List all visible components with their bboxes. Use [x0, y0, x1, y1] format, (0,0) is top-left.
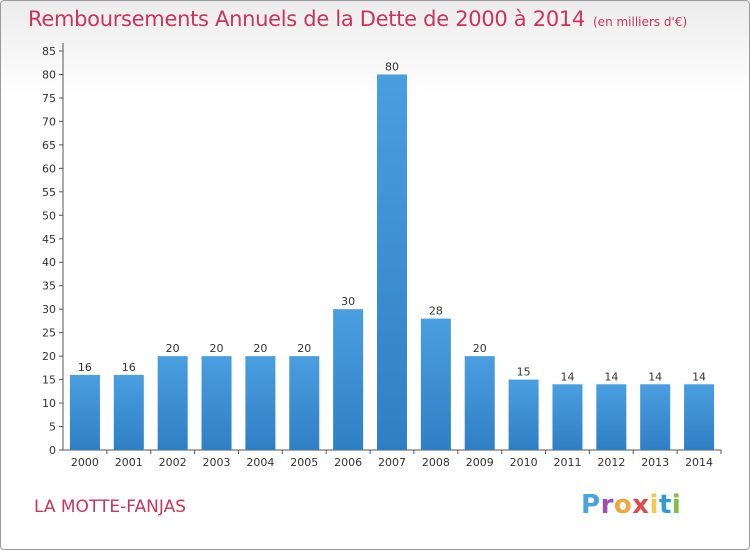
y-tick-label: 45	[42, 233, 56, 246]
title-text: Remboursements Annuels de la Dette de 20…	[28, 7, 585, 31]
data-label: 20	[473, 342, 487, 355]
commune-name: LA MOTTE-FANJAS	[34, 497, 186, 517]
y-tick-label: 50	[42, 209, 56, 222]
bar	[508, 379, 539, 450]
data-label: 14	[648, 370, 662, 383]
bar	[245, 356, 276, 450]
logo-letter: r	[600, 490, 614, 520]
data-label: 14	[604, 370, 618, 383]
x-tick-label: 2011	[553, 456, 581, 469]
y-tick-label: 10	[42, 397, 56, 410]
logo-letter: t	[658, 490, 672, 520]
x-tick-label: 2013	[641, 456, 669, 469]
data-label: 28	[429, 305, 443, 318]
x-tick-label: 2014	[685, 456, 713, 469]
y-tick-label: 20	[42, 350, 56, 363]
data-label: 15	[517, 366, 531, 379]
x-tick-label: 2006	[334, 456, 362, 469]
bar	[157, 356, 188, 450]
y-tick-label: 35	[42, 280, 56, 293]
x-tick-label: 2012	[597, 456, 625, 469]
chart-title: Remboursements Annuels de la Dette de 20…	[28, 7, 687, 31]
data-label: 14	[692, 370, 706, 383]
bar	[377, 74, 407, 451]
bar	[201, 356, 232, 450]
chart-subtitle: (en milliers d'€)	[593, 15, 688, 29]
bar	[596, 384, 627, 450]
logo-letter: i	[671, 490, 682, 520]
x-tick-label: 2003	[203, 456, 231, 469]
y-tick-label: 5	[49, 421, 56, 434]
bar	[684, 384, 715, 450]
data-label: 30	[341, 295, 355, 308]
logo-letter: o	[613, 490, 633, 520]
logo-letter: x	[632, 490, 650, 520]
y-tick-label: 55	[42, 186, 56, 199]
data-label: 16	[122, 361, 136, 374]
data-label: 16	[78, 361, 92, 374]
x-tick-label: 2010	[510, 456, 538, 469]
data-label: 20	[297, 342, 311, 355]
x-tick-label: 2008	[422, 456, 450, 469]
y-tick-label: 85	[42, 45, 56, 58]
y-tick-label: 25	[42, 327, 56, 340]
data-label: 20	[166, 342, 180, 355]
bar	[552, 384, 583, 450]
logo-letter: i	[649, 490, 659, 520]
y-tick-label: 40	[42, 256, 56, 269]
bar	[464, 356, 495, 450]
x-tick-label: 2007	[378, 456, 406, 469]
y-tick-label: 15	[42, 374, 56, 387]
y-tick-label: 70	[42, 115, 56, 128]
y-tick-label: 80	[42, 68, 56, 81]
x-tick-label: 2004	[246, 456, 274, 469]
data-label: 14	[560, 370, 574, 383]
y-tick-label: 60	[42, 162, 56, 175]
data-label: 20	[210, 342, 224, 355]
proxiti-logo: Proxiti	[581, 490, 681, 520]
x-tick-label: 2000	[71, 456, 99, 469]
bar	[420, 318, 451, 450]
data-label: 80	[385, 60, 399, 73]
logo-letter: P	[581, 490, 601, 520]
y-tick-label: 65	[42, 139, 56, 152]
y-tick-label: 75	[42, 92, 56, 105]
x-tick-label: 2009	[466, 456, 494, 469]
x-tick-label: 2005	[290, 456, 318, 469]
bar	[640, 384, 671, 450]
bar	[113, 374, 144, 450]
bar	[333, 309, 364, 450]
x-tick-label: 2001	[115, 456, 143, 469]
x-tick-label: 2002	[159, 456, 187, 469]
bar	[69, 374, 100, 450]
y-tick-label: 30	[42, 303, 56, 316]
bar	[289, 356, 320, 450]
y-tick-label: 0	[49, 444, 56, 457]
data-label: 20	[253, 342, 267, 355]
